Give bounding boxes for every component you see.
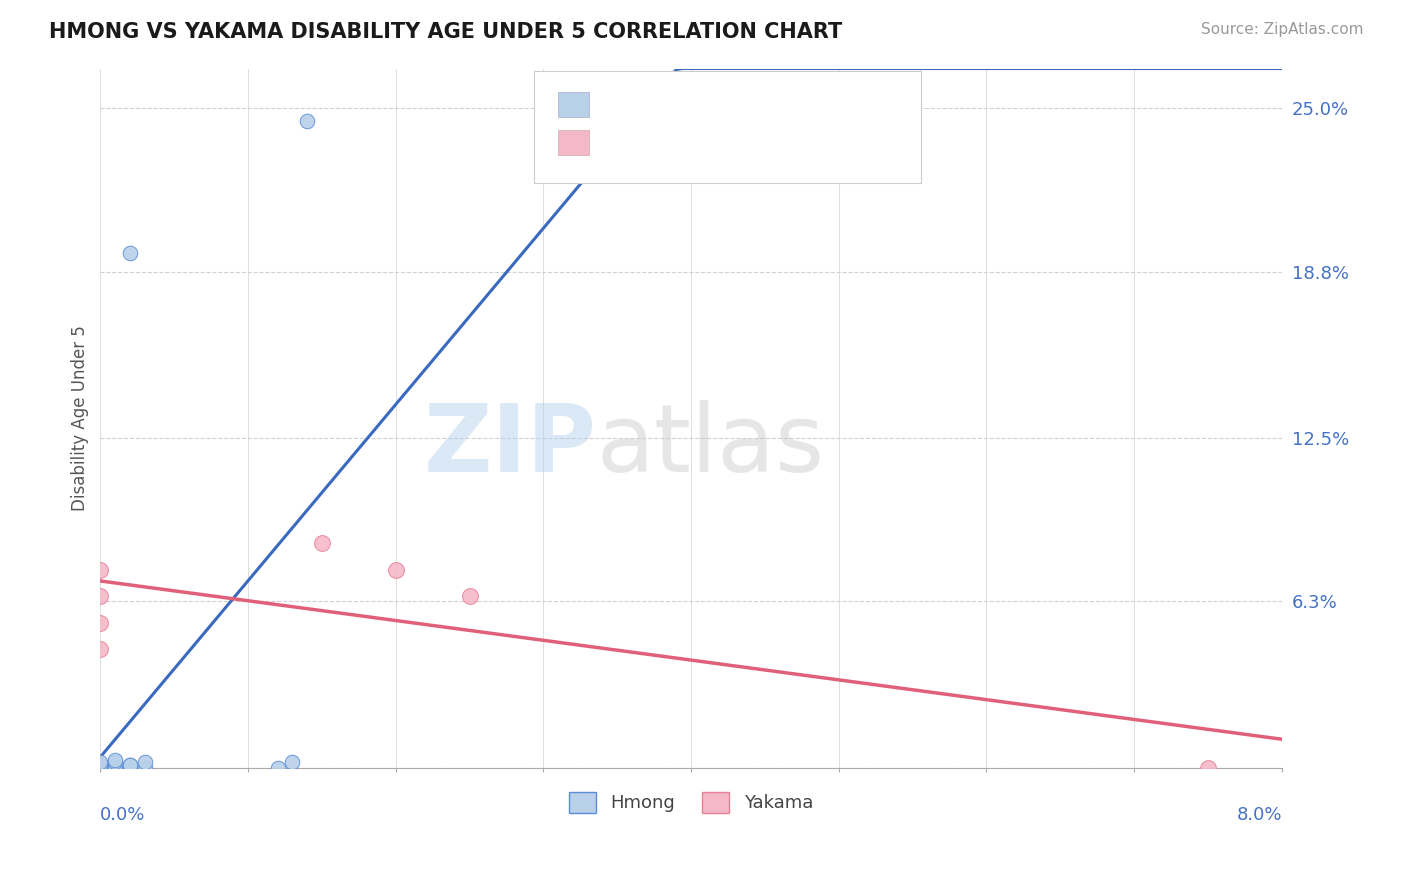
Point	[134, 761, 156, 775]
Point	[311, 536, 333, 550]
Point	[118, 246, 141, 260]
Point	[295, 114, 318, 128]
Legend: Hmong, Yakama: Hmong, Yakama	[560, 782, 823, 822]
Point	[104, 761, 127, 775]
Point	[89, 589, 111, 603]
Point	[104, 761, 127, 775]
Point	[89, 615, 111, 630]
Point	[104, 761, 127, 775]
Point	[89, 761, 111, 775]
Text: ZIP: ZIP	[423, 401, 596, 492]
Point	[1197, 761, 1219, 775]
Text: 8.0%: 8.0%	[1236, 806, 1282, 824]
Point	[89, 758, 111, 772]
Text: R = -0.114   N =   8: R = -0.114 N = 8	[598, 133, 823, 153]
Point	[118, 758, 141, 772]
Point	[89, 761, 111, 775]
Point	[89, 563, 111, 577]
Text: R =  0.598   N = 20: R = 0.598 N = 20	[598, 95, 811, 114]
Point	[89, 756, 111, 770]
Point	[104, 753, 127, 767]
Point	[266, 761, 288, 775]
Text: 0.0%: 0.0%	[100, 806, 146, 824]
Point	[89, 758, 111, 772]
Point	[89, 761, 111, 775]
Text: Source: ZipAtlas.com: Source: ZipAtlas.com	[1201, 22, 1364, 37]
Point	[104, 756, 127, 770]
Point	[384, 563, 406, 577]
Y-axis label: Disability Age Under 5: Disability Age Under 5	[72, 326, 89, 511]
Text: HMONG VS YAKAMA DISABILITY AGE UNDER 5 CORRELATION CHART: HMONG VS YAKAMA DISABILITY AGE UNDER 5 C…	[49, 22, 842, 42]
Point	[118, 758, 141, 772]
Point	[458, 589, 481, 603]
Point	[281, 756, 304, 770]
Point	[89, 761, 111, 775]
Text: atlas: atlas	[596, 401, 825, 492]
Point	[134, 756, 156, 770]
Point	[89, 642, 111, 657]
